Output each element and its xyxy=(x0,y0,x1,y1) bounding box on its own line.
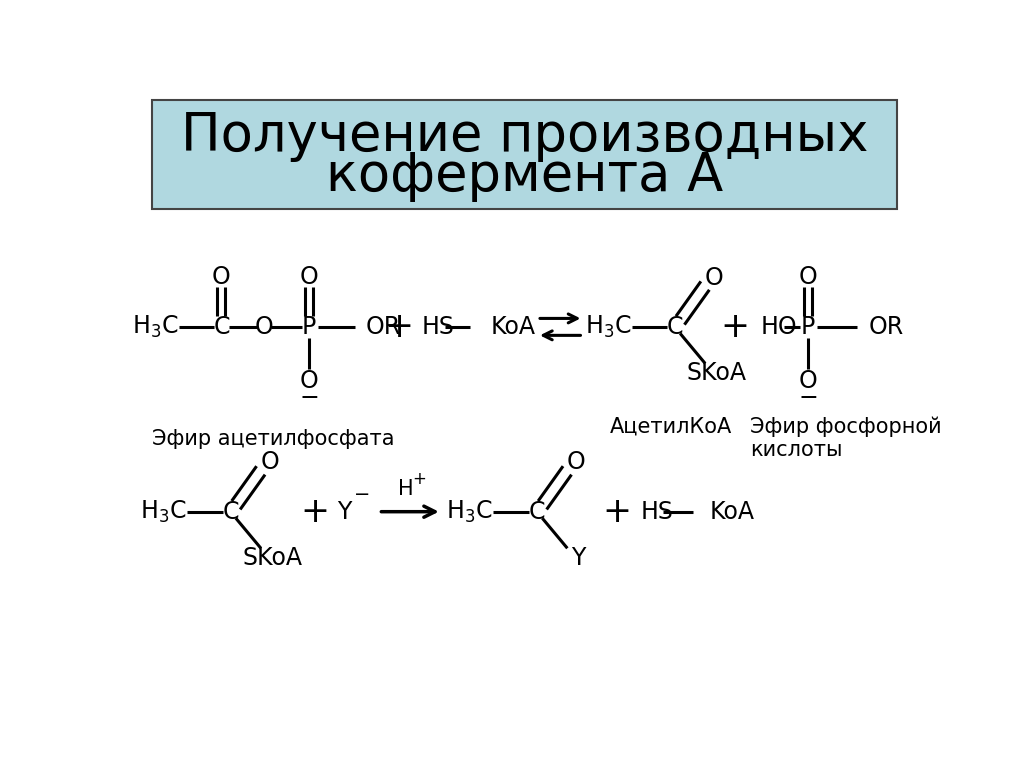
Text: H$_3$C: H$_3$C xyxy=(585,314,631,340)
Text: +: + xyxy=(603,495,632,528)
Text: KoA: KoA xyxy=(490,315,536,339)
Text: HS: HS xyxy=(640,499,673,524)
Text: C: C xyxy=(528,499,546,524)
Text: H$_3$C: H$_3$C xyxy=(139,499,186,525)
Text: Получение производных: Получение производных xyxy=(181,110,868,162)
Text: H$_3$C: H$_3$C xyxy=(132,314,178,340)
Text: H: H xyxy=(398,479,414,499)
Text: O: O xyxy=(254,315,273,339)
Text: OR: OR xyxy=(366,315,400,339)
Text: HO: HO xyxy=(761,315,797,339)
Text: +: + xyxy=(384,310,413,344)
Text: HS: HS xyxy=(422,315,455,339)
Text: C: C xyxy=(667,315,683,339)
Text: H$_3$C: H$_3$C xyxy=(446,499,493,525)
Text: O: O xyxy=(212,265,230,289)
Text: +: + xyxy=(413,470,426,489)
Text: O: O xyxy=(567,450,586,475)
Text: O: O xyxy=(260,450,280,475)
Text: KoA: KoA xyxy=(710,499,755,524)
Text: O: O xyxy=(799,369,817,393)
Text: кофермента А: кофермента А xyxy=(327,150,723,202)
Text: O: O xyxy=(799,265,817,289)
Text: C: C xyxy=(213,315,229,339)
Text: −: − xyxy=(354,486,371,504)
Text: P: P xyxy=(302,315,316,339)
Text: OR: OR xyxy=(868,315,903,339)
Text: P: P xyxy=(801,315,815,339)
Text: O: O xyxy=(300,369,318,393)
Text: Y: Y xyxy=(571,546,586,570)
Text: SKoA: SKoA xyxy=(243,546,302,570)
FancyBboxPatch shape xyxy=(153,100,897,209)
Text: SKoA: SKoA xyxy=(686,361,746,385)
Text: АцетилКоА: АцетилКоА xyxy=(609,417,732,437)
Text: Y: Y xyxy=(337,499,351,524)
Text: +: + xyxy=(721,310,750,344)
Text: Эфир фосфорной
кислоты: Эфир фосфорной кислоты xyxy=(751,416,942,460)
Text: C: C xyxy=(222,499,239,524)
Text: O: O xyxy=(300,265,318,289)
Text: O: O xyxy=(705,265,724,290)
Text: −: − xyxy=(799,387,818,410)
Text: −: − xyxy=(299,387,319,410)
Text: Эфир ацетилфосфата: Эфир ацетилфосфата xyxy=(153,429,394,449)
Text: +: + xyxy=(301,495,330,528)
